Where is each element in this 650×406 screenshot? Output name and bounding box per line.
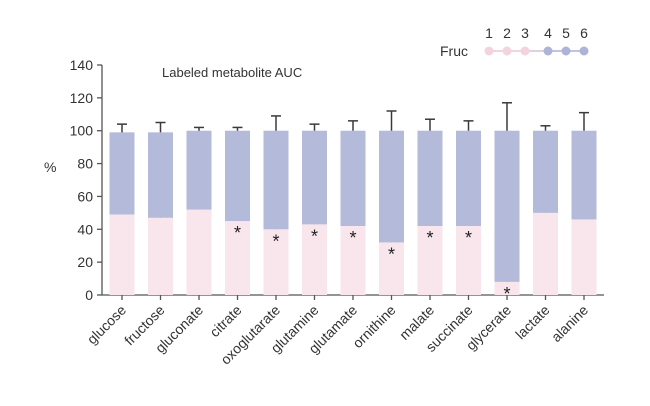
- significance-marker: *: [388, 244, 395, 264]
- x-tick-label: ornithine: [349, 302, 398, 351]
- y-tick-label: 0: [85, 287, 93, 303]
- legend-number: 6: [580, 25, 588, 41]
- y-tick-label: 80: [77, 156, 93, 172]
- bar-segment-labeled: [186, 130, 212, 210]
- significance-marker: *: [234, 223, 241, 243]
- legend-number: 5: [562, 25, 570, 41]
- legend-dot: [561, 46, 571, 56]
- bars: * * * * * * * *: [109, 102, 597, 304]
- x-tick-label: alanine: [548, 302, 591, 345]
- legend-number: 4: [544, 25, 552, 41]
- bar-segment-labeled: [379, 130, 404, 243]
- bar-segment-labeled: [494, 130, 520, 282]
- bar-segment-labeled: [148, 132, 173, 218]
- legend-number: 2: [503, 25, 511, 41]
- bar-segment-unlabeled: [494, 281, 520, 295]
- significance-marker: *: [349, 228, 356, 248]
- bar-segment-unlabeled: [379, 242, 404, 295]
- bar-segment-labeled: [225, 130, 250, 222]
- y-tick-label: 40: [77, 221, 93, 237]
- significance-marker: *: [465, 228, 472, 248]
- bar-segment-unlabeled: [571, 219, 597, 295]
- bar-segment-labeled: [417, 130, 443, 226]
- bar-segment-unlabeled: [417, 226, 443, 295]
- legend-dot: [502, 46, 512, 56]
- bar-segment-unlabeled: [456, 226, 481, 295]
- bar-segment-labeled: [340, 130, 366, 226]
- bar-segment-unlabeled: [148, 217, 173, 295]
- x-tick-label: glucose: [84, 302, 130, 348]
- bar-segment-unlabeled: [533, 212, 558, 295]
- bar-segment-unlabeled: [340, 226, 366, 295]
- legend-number: 3: [521, 25, 529, 41]
- legend-number: 1: [485, 25, 493, 41]
- bar-segment-unlabeled: [263, 229, 289, 295]
- significance-marker: *: [272, 231, 279, 251]
- bar-segment-labeled: [109, 132, 135, 215]
- x-tick-label: lactate: [512, 302, 553, 343]
- significance-marker: *: [426, 228, 433, 248]
- bar-segment-unlabeled: [109, 214, 135, 295]
- y-tick-label: 60: [77, 188, 93, 204]
- y-axis-title: %: [44, 159, 56, 175]
- bar-segment-unlabeled: [186, 209, 212, 295]
- bar-segment-labeled: [263, 130, 289, 230]
- y-tick-label: 20: [77, 254, 93, 270]
- bar-segment-labeled: [571, 130, 597, 220]
- legend-dot: [484, 46, 494, 56]
- significance-marker: *: [311, 226, 318, 246]
- y-tick-label: 140: [70, 57, 94, 73]
- significance-marker: *: [503, 284, 510, 304]
- bar-segment-unlabeled: [225, 221, 250, 295]
- legend-dot: [543, 46, 553, 56]
- legend-dot: [520, 46, 530, 56]
- chart-title: Labeled metabolite AUC: [162, 65, 302, 80]
- bar-segment-labeled: [456, 130, 481, 226]
- legend-dot: [579, 46, 589, 56]
- bar-segment-unlabeled: [302, 224, 327, 295]
- y-tick-label: 120: [70, 90, 94, 106]
- legend-label: Fruc: [440, 43, 468, 59]
- bar-segment-labeled: [533, 130, 558, 213]
- y-tick-label: 100: [70, 123, 94, 139]
- bar-segment-labeled: [302, 130, 327, 225]
